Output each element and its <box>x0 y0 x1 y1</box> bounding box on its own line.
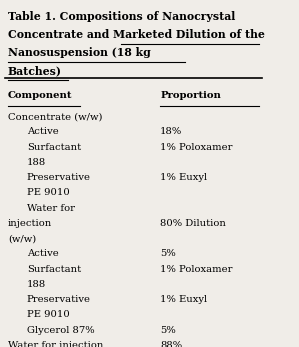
Text: Water for injection: Water for injection <box>8 341 103 347</box>
Text: 1% Euxyl: 1% Euxyl <box>160 173 207 182</box>
Text: Active: Active <box>27 249 58 259</box>
Text: 188: 188 <box>27 158 46 167</box>
Text: Batches): Batches) <box>8 65 62 76</box>
Text: Water for: Water for <box>27 204 75 213</box>
Text: Surfactant: Surfactant <box>27 265 81 273</box>
Text: 18%: 18% <box>160 127 182 136</box>
Text: Surfactant: Surfactant <box>27 143 81 152</box>
Text: Preservative: Preservative <box>27 295 91 304</box>
Text: PE 9010: PE 9010 <box>27 188 69 197</box>
Text: PE 9010: PE 9010 <box>27 310 69 319</box>
Text: 1% Poloxamer: 1% Poloxamer <box>160 265 233 273</box>
Text: 188: 188 <box>27 280 46 289</box>
Text: Concentrate (w/w): Concentrate (w/w) <box>8 112 103 121</box>
Text: Nanosuspension (18 kg: Nanosuspension (18 kg <box>8 47 151 58</box>
Text: Concentrate and Marketed Dilution of the: Concentrate and Marketed Dilution of the <box>8 29 265 40</box>
Text: 1% Poloxamer: 1% Poloxamer <box>160 143 233 152</box>
Text: (w/w): (w/w) <box>8 234 36 243</box>
Text: 5%: 5% <box>160 249 176 259</box>
Text: 5%: 5% <box>160 325 176 335</box>
Text: 1% Euxyl: 1% Euxyl <box>160 295 207 304</box>
Text: Proportion: Proportion <box>160 91 221 100</box>
Text: 80% Dilution: 80% Dilution <box>160 219 226 228</box>
Text: Glycerol 87%: Glycerol 87% <box>27 325 94 335</box>
Text: Active: Active <box>27 127 58 136</box>
Text: Preservative: Preservative <box>27 173 91 182</box>
Text: Component: Component <box>8 91 72 100</box>
Text: 88%: 88% <box>160 341 182 347</box>
Text: Table 1. Compositions of Nanocrystal: Table 1. Compositions of Nanocrystal <box>8 11 235 22</box>
Text: injection: injection <box>8 219 52 228</box>
